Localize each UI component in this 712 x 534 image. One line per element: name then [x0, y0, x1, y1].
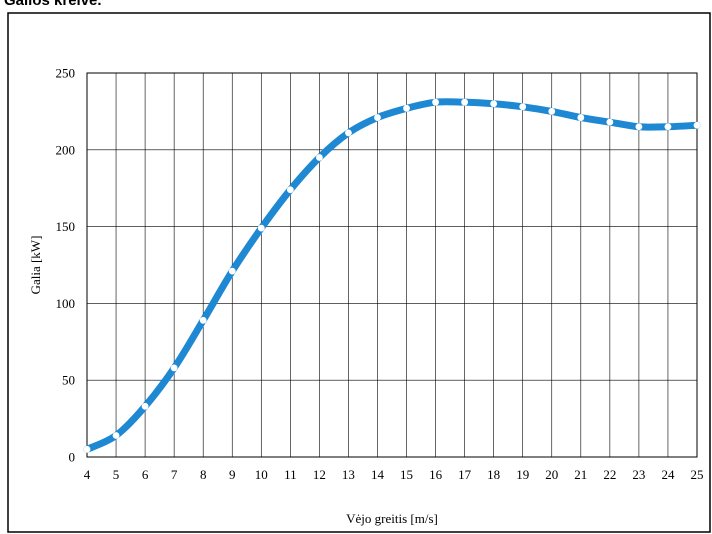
x-tick-label: 14 — [371, 467, 385, 482]
data-point — [693, 121, 701, 129]
data-point — [228, 267, 236, 275]
data-point — [374, 114, 381, 121]
x-tick-label: 25 — [691, 467, 704, 482]
series-line — [83, 98, 701, 453]
data-point — [432, 98, 439, 106]
x-tick-label: 17 — [458, 467, 472, 482]
x-tick-label: 12 — [313, 467, 326, 482]
data-point — [461, 98, 469, 106]
data-point — [490, 100, 498, 108]
data-point — [635, 123, 643, 131]
data-point — [112, 432, 120, 439]
data-point — [664, 123, 672, 131]
marker-layer — [83, 98, 701, 453]
x-tick-label: 24 — [661, 467, 675, 482]
x-tick-label: 10 — [255, 467, 268, 482]
x-tick-label: 20 — [545, 467, 558, 482]
data-point — [345, 129, 352, 137]
x-tick-label: 15 — [400, 467, 413, 482]
chart-frame — [7, 12, 711, 533]
data-point — [577, 114, 585, 121]
data-point — [141, 402, 149, 410]
series-layer — [83, 98, 701, 453]
x-tick-label: 16 — [429, 467, 443, 482]
x-tick-label: 18 — [487, 467, 500, 482]
page-title: Galios kreivė. — [4, 0, 102, 9]
data-point — [519, 103, 527, 111]
data-point — [257, 224, 265, 232]
x-tick-label: 23 — [632, 467, 645, 482]
data-point — [83, 445, 91, 453]
x-tick-label: 7 — [171, 467, 178, 482]
x-tick-label: 21 — [574, 467, 587, 482]
data-point — [315, 154, 323, 161]
x-axis-label: Vėjo greitis [m/s] — [346, 511, 438, 526]
plot-area — [86, 72, 698, 458]
x-tick-label: 6 — [142, 467, 149, 482]
data-point — [403, 104, 410, 112]
y-tick-label: 100 — [56, 296, 76, 311]
y-tick-label: 250 — [56, 66, 76, 81]
y-tick-label: 50 — [62, 373, 75, 388]
data-point — [199, 316, 207, 324]
x-tick-label: 22 — [603, 467, 616, 482]
data-point — [548, 108, 556, 115]
data-point — [170, 364, 178, 372]
y-tick-labels: 0 50 100 150 200 250 — [56, 66, 76, 465]
x-tick-label: 5 — [113, 467, 120, 482]
x-tick-label: 13 — [342, 467, 355, 482]
y-tick-label: 200 — [56, 142, 76, 157]
x-tick-label: 19 — [516, 467, 529, 482]
y-tick-label: 150 — [56, 219, 76, 234]
y-axis-label: Galia [kW] — [28, 236, 43, 295]
x-tick-label: 9 — [229, 467, 236, 482]
y-tick-label: 0 — [69, 450, 76, 465]
data-point — [286, 186, 294, 194]
data-point — [606, 118, 614, 126]
x-tick-label: 4 — [84, 467, 91, 482]
x-tick-label: 11 — [284, 467, 297, 482]
x-tick-label: 8 — [200, 467, 207, 482]
x-tick-labels: 4 5 6 7 8 9 10 11 12 13 14 15 16 17 18 19 20 21 22 23 24 25 — [84, 467, 704, 482]
